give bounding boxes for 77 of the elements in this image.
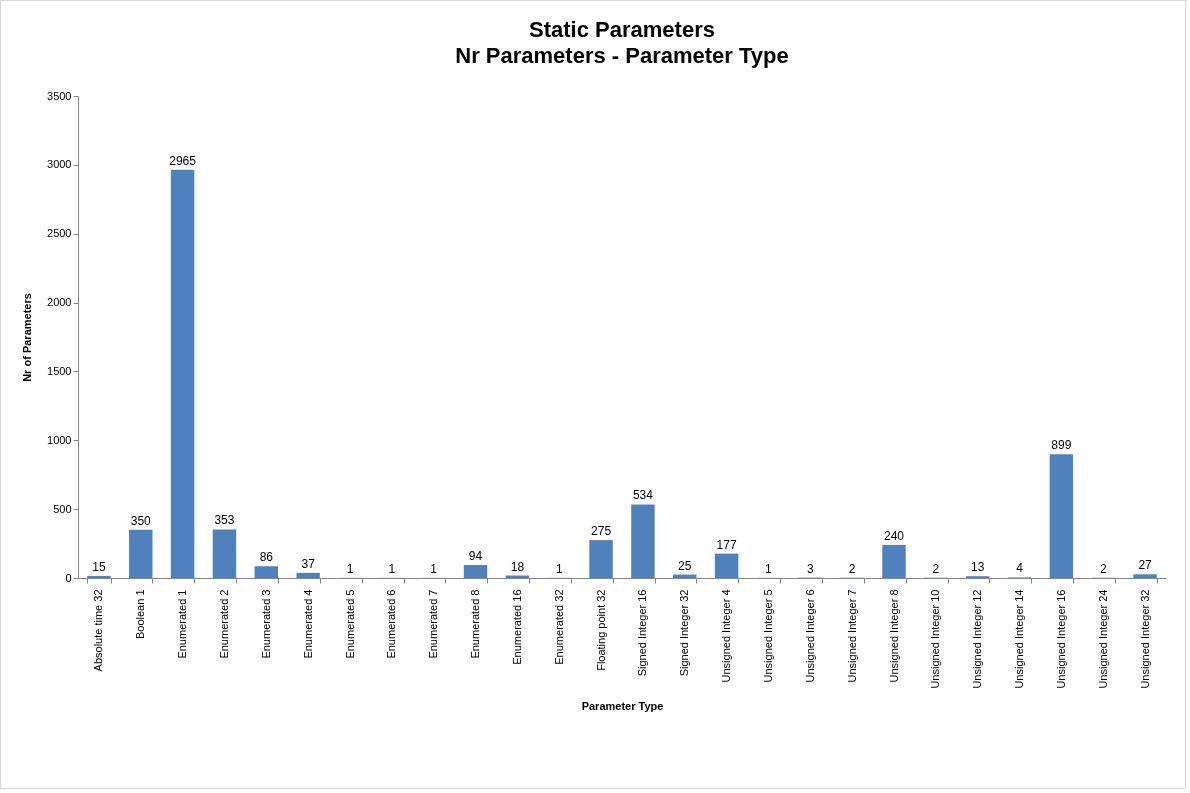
y-tick-label: 1500	[47, 364, 72, 377]
data-label: 1	[388, 561, 396, 576]
data-label: 94	[468, 549, 483, 564]
x-tick-label: Enumerated 3	[259, 589, 272, 659]
bar	[129, 529, 153, 578]
data-label: 275	[591, 524, 612, 539]
data-label: 1	[430, 561, 438, 576]
x-tick-label: Unsigned Integer 4	[720, 589, 733, 683]
data-label: 2	[848, 561, 856, 576]
x-tick-label: Enumerated 4	[301, 589, 314, 659]
bar	[1049, 454, 1074, 578]
data-label: 353	[214, 513, 235, 528]
x-tick-label: Unsigned Integer 10	[929, 589, 942, 689]
bar	[463, 565, 488, 578]
x-tick-label: Unsigned Integer 16	[1054, 589, 1067, 689]
data-label: 534	[632, 488, 654, 503]
y-tick-label: 3000	[47, 158, 72, 171]
bar	[1133, 574, 1157, 578]
y-tick-label: 2500	[47, 227, 72, 240]
data-label: 1	[346, 561, 354, 576]
chart-subtitle: Nr Parameters - Parameter Type	[455, 43, 789, 68]
x-tick-label: Boolean 1	[134, 589, 147, 640]
bar	[631, 504, 655, 578]
data-label: 37	[301, 556, 316, 571]
x-tick-label: Enumerated 8	[469, 589, 482, 659]
x-tick-label: Enumerated 5	[343, 589, 356, 659]
y-tick-label: 2000	[47, 296, 72, 309]
x-tick-label: Enumerated 1	[176, 589, 189, 659]
data-label: 2965	[169, 153, 197, 168]
data-label: 18	[510, 559, 525, 574]
x-tick-label: Enumerated 6	[385, 589, 398, 659]
bar	[882, 544, 906, 578]
x-tick-label: Unsigned Integer 32	[1138, 589, 1151, 689]
data-label: 240	[883, 528, 905, 543]
x-tick-label: Unsigned Integer 8	[887, 589, 900, 683]
x-tick-label: Enumerated 2	[217, 589, 230, 659]
x-tick-label: Enumerated 32	[552, 589, 565, 665]
y-tick-label: 0	[65, 571, 72, 584]
data-label: 2	[1099, 561, 1107, 576]
bar	[296, 572, 320, 578]
data-label: 350	[130, 513, 152, 528]
x-tick-label: Absolute time 32	[92, 589, 105, 672]
x-tick-label: Unsigned Integer 12	[971, 589, 984, 689]
bar	[170, 169, 195, 578]
x-tick-label: Unsigned Integer 6	[803, 589, 816, 683]
data-label: 4	[1016, 561, 1024, 576]
data-label: 2	[932, 561, 940, 576]
y-tick-label: 3500	[47, 89, 72, 102]
x-tick-label: Enumerated 7	[427, 589, 440, 659]
data-label: 899	[1051, 438, 1072, 453]
x-tick-label: Enumerated 16	[510, 589, 523, 665]
data-label: 86	[259, 550, 274, 565]
chart-title: Static Parameters	[529, 17, 715, 42]
data-label: 1	[765, 561, 773, 576]
x-tick-label: Unsigned Integer 14	[1013, 589, 1026, 689]
x-tick-label: Unsigned Integer 7	[845, 589, 858, 683]
x-tick-label: Unsigned Integer 24	[1096, 589, 1109, 689]
bar	[254, 566, 279, 578]
y-axis-title: Nr of Parameters	[21, 293, 34, 382]
bar	[714, 553, 739, 578]
x-tick-label: Unsigned Integer 5	[761, 589, 774, 683]
data-label: 25	[678, 558, 692, 573]
y-tick-label: 500	[53, 502, 72, 515]
x-tick-label: Floating point 32	[594, 589, 607, 671]
data-label: 177	[716, 537, 737, 552]
data-label: 1	[555, 561, 563, 576]
x-tick-label: Signed Integer 16	[636, 589, 649, 677]
data-label: 3	[806, 561, 814, 576]
data-label: 15	[92, 559, 106, 574]
x-tick-label: Signed Integer 32	[678, 589, 691, 677]
bar	[87, 575, 111, 578]
x-axis-title: Parameter Type	[581, 699, 664, 712]
data-label: 27	[1138, 558, 1153, 573]
bar	[589, 540, 613, 578]
y-tick-label: 1000	[47, 433, 72, 446]
data-label: 13	[971, 560, 985, 575]
bar	[212, 529, 237, 578]
